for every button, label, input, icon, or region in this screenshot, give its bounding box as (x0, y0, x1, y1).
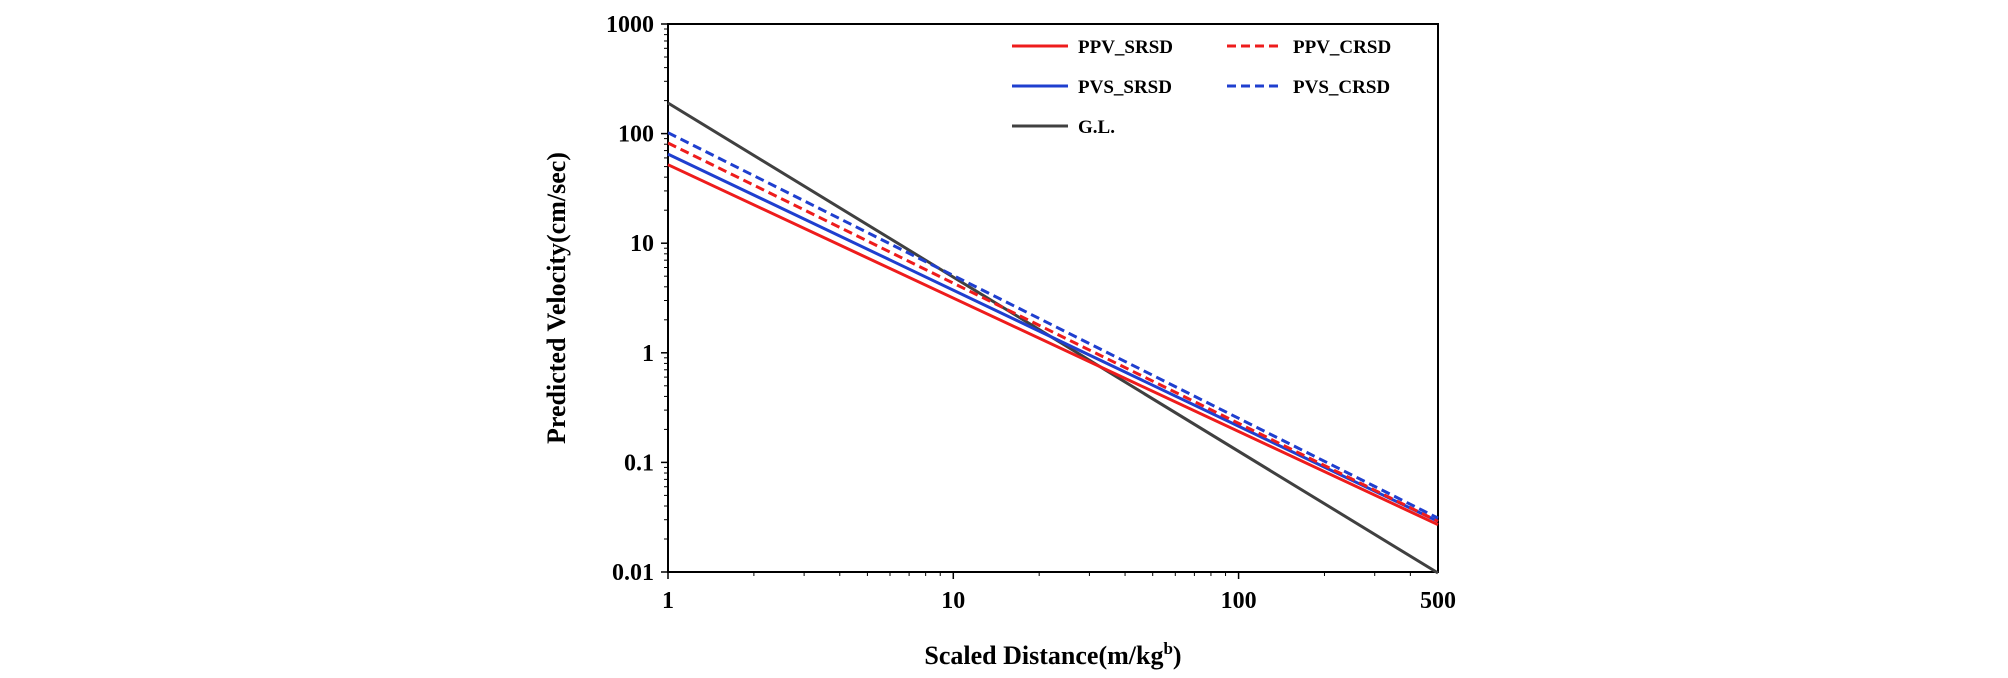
x-tick-label: 1 (662, 588, 674, 614)
x-axis-title-sup: b (1163, 639, 1172, 658)
x-axis-title-main: Scaled Distance(m/kg (924, 641, 1163, 670)
series-line-pvs-srsd (667, 152, 1439, 523)
x-tick-label: 500 (1420, 588, 1456, 614)
legend-label-ppv-srsd: PPV_SRSD (1078, 37, 1173, 58)
y-tick-label: 1000 (606, 12, 654, 38)
x-axis-title: Scaled Distance(m/kgb) (924, 639, 1181, 670)
legend: PPV_SRSD PPV_CRSD PVS_SRSD PVS_CRSD G.L. (1012, 37, 1391, 138)
legend-label-pvs-srsd: PVS_SRSD (1078, 77, 1172, 98)
y-tick-label: 0.01 (612, 560, 654, 586)
series-line-pvs-crsd (667, 131, 1439, 520)
y-tick-label: 10 (630, 231, 654, 257)
series-line-ppv-crsd (667, 141, 1439, 523)
y-tick-label: 0.1 (624, 450, 654, 476)
y-tick-label: 100 (618, 122, 654, 148)
y-axis-title: Predicted Velocity(cm/sec) (542, 152, 571, 444)
legend-label-pvs-crsd: PVS_CRSD (1293, 77, 1390, 98)
legend-label-ppv-crsd: PPV_CRSD (1293, 37, 1391, 58)
series-layer (667, 101, 1439, 575)
x-tick-label: 100 (1221, 588, 1257, 614)
series-line-ppv-srsd (667, 163, 1439, 527)
y-tick-label: 1 (642, 341, 654, 367)
x-tick-label: 10 (941, 588, 965, 614)
plot-area (667, 23, 1439, 573)
x-axis-title-suffix: ) (1173, 641, 1182, 670)
axes-layer: 0.01 0.1 1 10 100 1000 1 10 100 500 (606, 12, 1456, 614)
legend-label-g-l: G.L. (1078, 117, 1115, 138)
